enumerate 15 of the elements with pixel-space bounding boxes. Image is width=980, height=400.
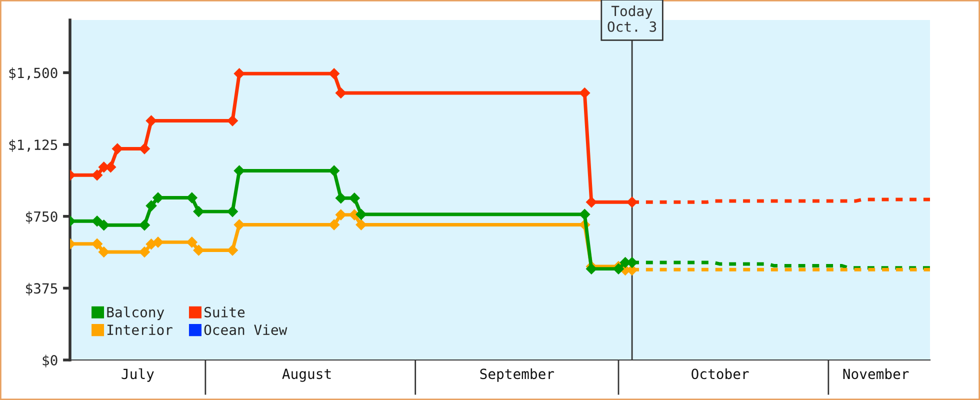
- x-tick-label: October: [692, 368, 749, 380]
- y-tick-label: $375: [26, 282, 58, 296]
- x-tick-label: September: [480, 368, 554, 382]
- x-tick-label: November: [843, 368, 909, 380]
- legend-label: Balcony: [107, 306, 164, 320]
- y-tick-label: $0: [42, 354, 58, 368]
- legend-label: Ocean View: [204, 324, 288, 336]
- y-tick-label: $750: [26, 211, 58, 224]
- y-tick-label: $1,125: [9, 139, 58, 152]
- ref-line-label: Today Oct. 3: [608, 5, 656, 32]
- y-tick-label: $1,500: [9, 67, 58, 80]
- x-tick-label: August: [282, 368, 331, 382]
- legend-label: Suite: [204, 306, 245, 318]
- legend-label: Interior: [107, 324, 172, 336]
- x-tick-label: July: [122, 368, 154, 382]
